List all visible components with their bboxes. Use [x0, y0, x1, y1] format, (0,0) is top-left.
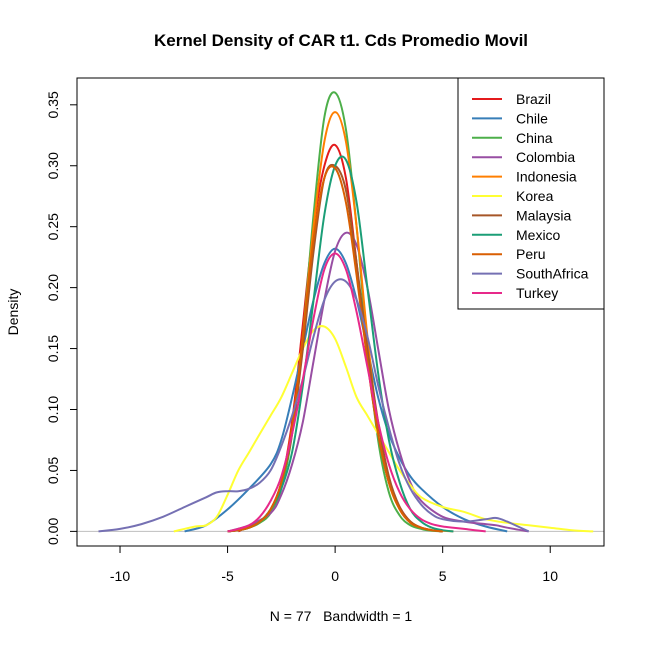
y-axis-label: Density: [5, 289, 21, 336]
x-tick-label: -10: [110, 568, 130, 584]
legend-label: SouthAfrica: [516, 266, 589, 282]
series-line-turkey: [227, 252, 486, 533]
x-tick-label: 10: [542, 568, 558, 584]
legend-label: Peru: [516, 246, 546, 262]
y-tick-label: 0.15: [45, 335, 61, 362]
series-line-chile: [184, 247, 508, 533]
chart-title: Kernel Density of CAR t1. Cds Promedio M…: [154, 31, 528, 50]
legend-label: China: [516, 130, 553, 146]
y-tick-label: 0.05: [45, 457, 61, 484]
legend-label: Malaysia: [516, 207, 571, 223]
legend: Brazil Chile China Colombia Indonesia Korea Ma…: [457, 77, 605, 310]
legend-label: Turkey: [516, 285, 558, 301]
y-tick-label: 0.00: [45, 518, 61, 545]
legend-label: Korea: [516, 188, 554, 204]
x-tick-label: 5: [439, 568, 447, 584]
legend-label: Chile: [516, 110, 548, 126]
legend-box: [457, 77, 605, 310]
y-axis: 0.00 0.05 0.10 0.15 0.20 0.25 0.30 0.35: [45, 91, 78, 545]
series-line-peru: [227, 165, 443, 533]
x-tick-label: -5: [221, 568, 234, 584]
y-tick-label: 0.10: [45, 396, 61, 423]
y-tick-label: 0.30: [45, 152, 61, 179]
legend-label: Indonesia: [516, 169, 577, 185]
x-axis: -10 -5 0 5 10: [110, 545, 558, 584]
series-line-china: [227, 91, 443, 533]
series-line-southafrica: [98, 278, 530, 533]
y-tick-label: 0.20: [45, 274, 61, 301]
legend-label: Brazil: [516, 91, 551, 107]
y-tick-label: 0.25: [45, 213, 61, 240]
legend-label: Mexico: [516, 227, 561, 243]
x-axis-label: N = 77 Bandwidth = 1: [270, 608, 413, 624]
legend-label: Colombia: [516, 149, 575, 165]
plot-area: [77, 91, 604, 533]
y-tick-label: 0.35: [45, 91, 61, 118]
x-tick-label: 0: [331, 568, 339, 584]
